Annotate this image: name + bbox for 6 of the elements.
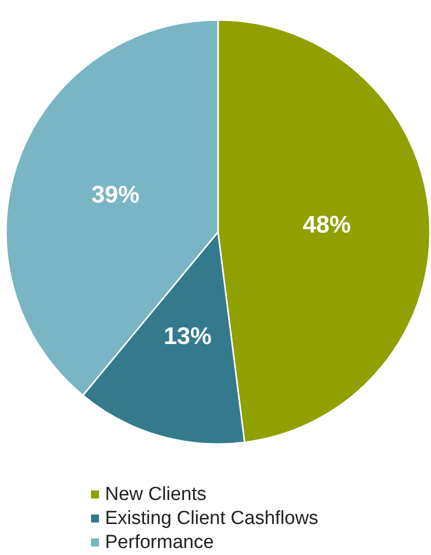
legend-label: Performance xyxy=(105,532,214,553)
data-label: 48% xyxy=(302,212,351,239)
data-label: 13% xyxy=(164,323,212,350)
legend-label: New Clients xyxy=(105,484,206,505)
data-label: 39% xyxy=(91,182,140,209)
legend-label: Existing Client Cashflows xyxy=(105,508,318,529)
